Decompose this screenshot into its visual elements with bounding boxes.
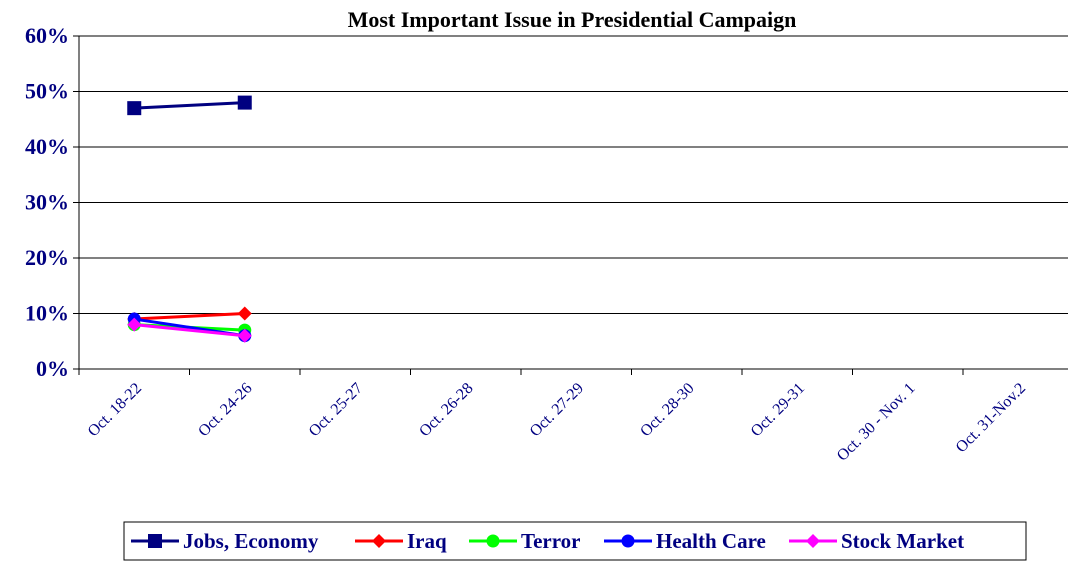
legend-swatch-marker — [372, 534, 386, 548]
series-iraq — [127, 306, 252, 327]
legend-swatch-marker — [148, 534, 162, 548]
series-line — [134, 101, 245, 110]
data-point — [127, 101, 142, 116]
series-line — [134, 312, 245, 321]
series-stock-market — [127, 317, 252, 343]
data-point — [237, 328, 252, 343]
y-tick-label: 50% — [25, 79, 69, 104]
legend-swatch-marker — [806, 534, 820, 548]
y-tick-label: 40% — [25, 134, 69, 159]
legend-item: Jobs, Economy — [131, 529, 319, 553]
y-tick-label: 10% — [25, 301, 69, 326]
y-axis-ticks: 0% 10% 20% 30% 40% 50% 60% — [25, 23, 79, 381]
x-tick-label: Oct. 25-27 — [306, 380, 366, 440]
x-tick-label: Oct. 31-Nov.2 — [953, 380, 1029, 456]
x-tick-label: Oct. 28-30 — [637, 380, 697, 440]
legend-item: Health Care — [604, 529, 766, 553]
x-tick-label: Oct. 24-26 — [195, 380, 255, 440]
y-tick-label: 60% — [25, 23, 69, 48]
grid — [79, 35, 1068, 314]
legend-swatch-marker — [486, 534, 500, 548]
y-tick-label: 30% — [25, 190, 69, 215]
legend-swatch-marker — [621, 534, 635, 548]
data-point — [127, 317, 142, 332]
x-tick-label: Oct. 29-31 — [748, 380, 808, 440]
legend: Jobs, Economy Iraq Terror Health Care Stock … — [123, 521, 1027, 561]
legend-label: Terror — [521, 529, 580, 553]
legend-item: Iraq — [355, 529, 447, 553]
legend-label: Stock Market — [841, 529, 964, 553]
legend-label: Health Care — [656, 529, 766, 553]
y-tick-label: 20% — [25, 245, 69, 270]
legend-label: Iraq — [407, 529, 447, 553]
x-tick-label: Oct. 30 - Nov. 1 — [834, 380, 919, 465]
series-line — [134, 323, 245, 338]
series-layer — [127, 95, 252, 343]
y-tick-label: 0% — [36, 356, 69, 381]
data-point — [237, 306, 252, 321]
legend-item: Stock Market — [789, 529, 964, 553]
chart-title: Most Important Issue in Presidential Cam… — [348, 7, 797, 32]
x-axis-ticks: Oct. 18-22 Oct. 24-26 Oct. 25-27 Oct. 26-28… — [78, 369, 1029, 465]
x-tick-label: Oct. 27-29 — [527, 380, 587, 440]
legend-label: Jobs, Economy — [183, 529, 319, 553]
data-point — [237, 95, 252, 110]
legend-box — [123, 521, 1027, 561]
legend-item: Terror — [469, 529, 580, 553]
x-tick-label: Oct. 18-22 — [85, 380, 145, 440]
series-jobs-economy — [127, 95, 252, 116]
x-tick-label: Oct. 26-28 — [416, 380, 476, 440]
